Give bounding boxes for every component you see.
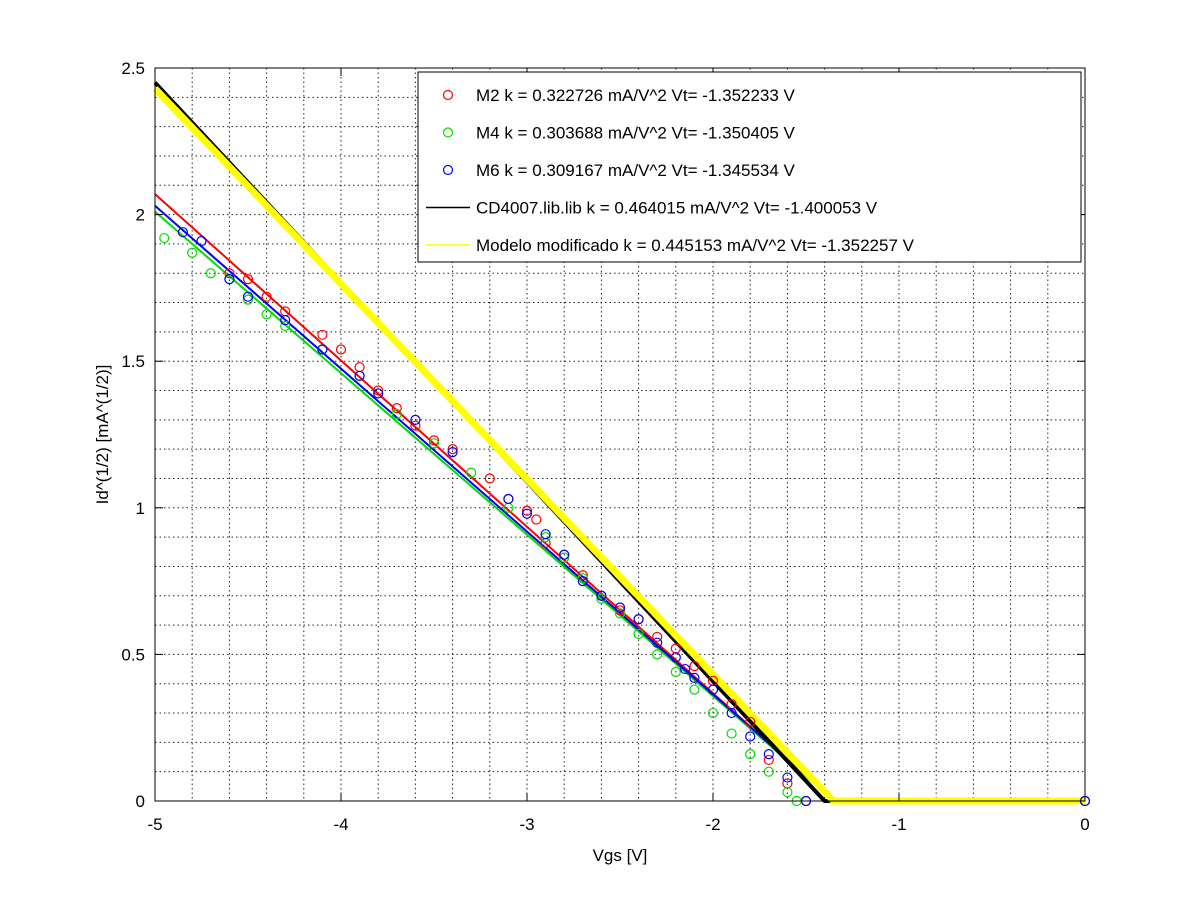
data-point bbox=[707, 684, 719, 695]
data-point bbox=[652, 631, 663, 642]
data-point bbox=[652, 649, 663, 660]
data-point bbox=[596, 593, 607, 604]
data-point bbox=[242, 291, 254, 302]
data-point bbox=[280, 320, 291, 332]
x-tick-label: -5 bbox=[147, 815, 162, 834]
y-tick-label: 1.5 bbox=[121, 352, 145, 371]
data-point bbox=[242, 274, 254, 285]
y-tick-label: 2.5 bbox=[121, 59, 145, 78]
data-point bbox=[577, 575, 588, 587]
data-point bbox=[447, 446, 458, 458]
data-point bbox=[261, 291, 272, 302]
axis-ticks: -5 -4 -3 -2 -1 0 0 0.5 1 1.5 2 2.5 bbox=[121, 59, 1089, 834]
legend-box bbox=[417, 71, 1082, 263]
data-point bbox=[596, 590, 607, 601]
data-point bbox=[410, 414, 421, 425]
data-point bbox=[614, 602, 626, 613]
data-point bbox=[466, 467, 477, 478]
data-point bbox=[428, 435, 440, 446]
data-point bbox=[652, 637, 663, 648]
data-point bbox=[280, 315, 291, 326]
data-point bbox=[559, 552, 570, 563]
data-point bbox=[726, 707, 737, 719]
data-point bbox=[707, 707, 719, 719]
legend-label: M6 k = 0.309167 mA/V^2 Vt= -1.345534 V bbox=[476, 161, 796, 180]
data-point bbox=[763, 754, 774, 766]
data-point bbox=[317, 329, 328, 340]
data-point bbox=[689, 672, 700, 683]
data-point bbox=[559, 549, 570, 560]
x-tick-label: -2 bbox=[705, 815, 720, 834]
legend-label: CD4007.lib.lib k = 0.464015 mA/V^2 Vt= -… bbox=[476, 199, 878, 218]
y-tick-label: 2 bbox=[136, 206, 145, 225]
x-tick-label: -3 bbox=[519, 815, 534, 834]
x-tick-label: -4 bbox=[333, 815, 348, 834]
data-point bbox=[540, 529, 551, 540]
data-point bbox=[745, 716, 756, 727]
data-point bbox=[242, 294, 254, 305]
y-tick-label: 1 bbox=[136, 499, 145, 518]
y-axis-label: Id^(1/2) [mA^(1/2)] bbox=[93, 365, 112, 505]
y-tick-label: 0 bbox=[136, 792, 145, 811]
data-point bbox=[447, 444, 458, 455]
x-axis-label: Vgs [V] bbox=[593, 846, 648, 865]
data-point bbox=[782, 772, 793, 783]
data-point bbox=[540, 532, 551, 543]
data-point bbox=[177, 227, 188, 238]
data-point bbox=[410, 420, 421, 431]
data-point bbox=[224, 268, 235, 279]
data-point bbox=[521, 505, 533, 516]
legend-label: M4 k = 0.303688 mA/V^2 Vt= -1.350405 V bbox=[476, 124, 796, 143]
data-point bbox=[484, 473, 495, 484]
data-point bbox=[373, 388, 384, 399]
data-point bbox=[503, 493, 514, 505]
data-point bbox=[614, 605, 626, 616]
data-point bbox=[391, 408, 402, 420]
data-point bbox=[633, 614, 644, 625]
data-point bbox=[726, 728, 737, 739]
data-point bbox=[745, 731, 756, 742]
legend: M2 k = 0.322726 mA/V^2 Vt= -1.352233 V M4… bbox=[417, 71, 1082, 263]
data-point bbox=[261, 309, 272, 320]
legend-marker bbox=[442, 127, 454, 138]
data-point bbox=[373, 385, 384, 396]
data-point bbox=[317, 344, 328, 355]
data-point bbox=[521, 508, 533, 519]
data-point bbox=[391, 403, 402, 414]
data-point bbox=[679, 663, 691, 675]
plot-frame bbox=[154, 67, 1086, 802]
y-tick-label: 0.5 bbox=[121, 645, 145, 664]
data-point bbox=[577, 570, 588, 581]
x-tick-label: -1 bbox=[891, 815, 906, 834]
fit-line bbox=[154, 205, 836, 802]
data-point bbox=[670, 652, 681, 663]
legend-label: M2 k = 0.322726 mA/V^2 Vt= -1.352233 V bbox=[476, 86, 796, 105]
data-point bbox=[224, 274, 235, 285]
legend-marker bbox=[442, 89, 454, 101]
data-point bbox=[196, 235, 207, 247]
data-point bbox=[763, 766, 774, 777]
data-point bbox=[335, 344, 347, 355]
data-point bbox=[187, 247, 198, 258]
data-point bbox=[577, 573, 588, 584]
data-point bbox=[633, 628, 644, 639]
data-point bbox=[159, 232, 170, 244]
data-point bbox=[205, 268, 216, 279]
data-point bbox=[689, 684, 700, 695]
data-point bbox=[428, 438, 440, 449]
data-point bbox=[614, 608, 626, 619]
data-point bbox=[354, 370, 365, 381]
data-point bbox=[745, 748, 756, 760]
x-tick-label: 0 bbox=[1080, 815, 1089, 834]
data-point bbox=[670, 666, 681, 678]
legend-marker bbox=[442, 164, 454, 176]
data-point bbox=[782, 787, 793, 798]
data-point bbox=[763, 748, 774, 760]
data-point bbox=[689, 661, 700, 672]
data-point bbox=[531, 514, 542, 525]
legend-label: Modelo modificado k = 0.445153 mA/V^2 Vt… bbox=[476, 236, 915, 255]
